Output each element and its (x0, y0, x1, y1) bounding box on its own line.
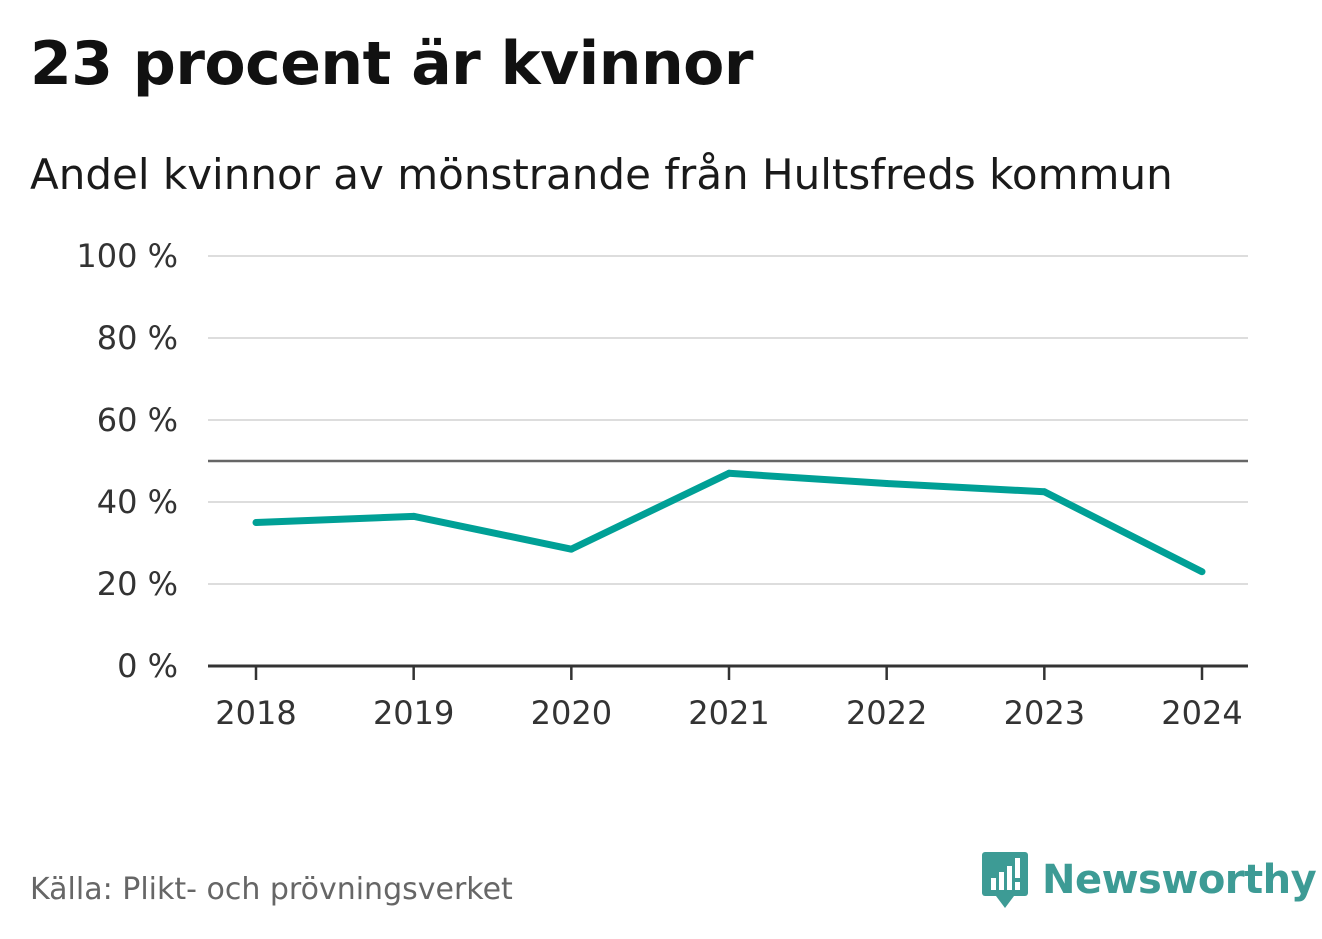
series-group (252, 469, 1206, 576)
data-point (410, 512, 418, 520)
data-point (725, 469, 733, 477)
y-tick-label: 60 % (97, 401, 178, 439)
y-axis-tick-labels: 0 % 20 % 40 % 60 % 80 % 100 % (76, 237, 178, 685)
brand-logo: Newsworthy (980, 850, 1317, 910)
grid-lines (208, 255, 1248, 585)
newsworthy-logo-icon (982, 852, 1028, 908)
x-tick-label: 2020 (531, 694, 612, 732)
data-point (252, 519, 260, 526)
x-axis (208, 664, 1248, 680)
x-tick-label: 2018 (215, 694, 296, 732)
data-point (1040, 488, 1048, 496)
y-tick-label: 40 % (97, 483, 178, 521)
chart-subtitle: Andel kvinnor av mönstrande från Hultsfr… (30, 150, 1173, 199)
data-point (883, 480, 891, 488)
x-axis-tick-labels: 2018 2019 2020 2021 2022 2023 2024 (215, 694, 1242, 732)
x-tick-label: 2022 (846, 694, 927, 732)
y-tick-label: 0 % (117, 647, 178, 685)
y-tick-label: 20 % (97, 565, 178, 603)
series-line (255, 469, 1204, 575)
x-tick-label: 2019 (373, 694, 454, 732)
data-point (1198, 568, 1206, 576)
source-note: Källa: Plikt- och prövningsverket (30, 872, 513, 907)
y-tick-label: 100 % (76, 237, 178, 275)
data-point (567, 545, 575, 553)
y-tick-label: 80 % (97, 319, 178, 357)
x-tick-label: 2023 (1004, 694, 1085, 732)
x-tick-label: 2021 (688, 694, 769, 732)
chart-title: 23 procent är kvinnor (30, 29, 753, 99)
x-tick-label: 2024 (1161, 694, 1242, 732)
brand-name: Newsworthy (1042, 857, 1317, 903)
